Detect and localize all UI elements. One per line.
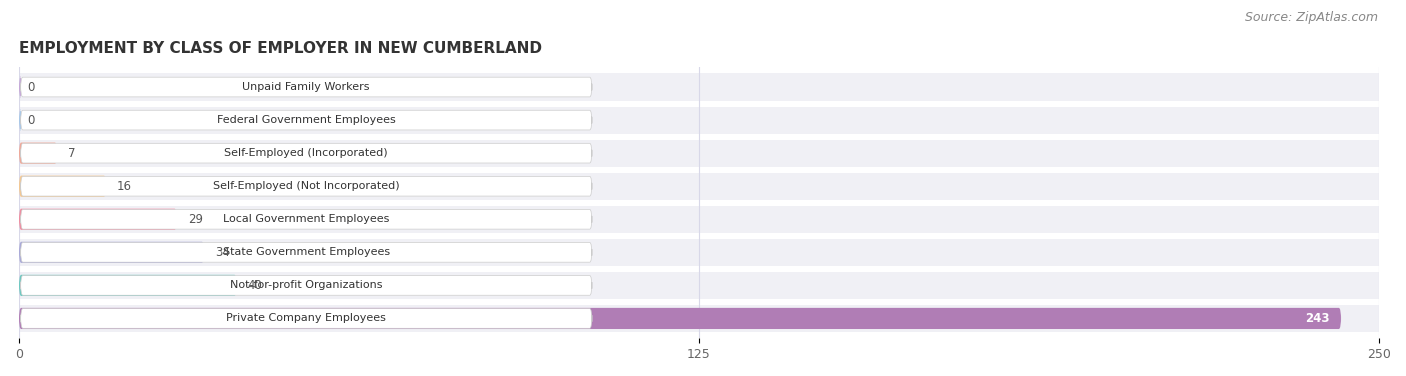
- Text: Self-Employed (Incorporated): Self-Employed (Incorporated): [225, 148, 388, 158]
- Bar: [20, 73, 1379, 101]
- Bar: [20, 305, 1379, 332]
- Text: Self-Employed (Not Incorporated): Self-Employed (Not Incorporated): [212, 181, 399, 191]
- FancyBboxPatch shape: [18, 143, 58, 164]
- Bar: [20, 139, 1379, 167]
- Text: 0: 0: [27, 114, 35, 127]
- FancyBboxPatch shape: [18, 76, 21, 98]
- FancyBboxPatch shape: [18, 308, 1341, 329]
- Text: 16: 16: [117, 180, 132, 193]
- Text: State Government Employees: State Government Employees: [222, 247, 389, 257]
- FancyBboxPatch shape: [21, 309, 592, 328]
- Text: 7: 7: [67, 147, 76, 160]
- FancyBboxPatch shape: [18, 109, 21, 131]
- FancyBboxPatch shape: [21, 143, 592, 163]
- Bar: [20, 272, 1379, 299]
- FancyBboxPatch shape: [21, 243, 592, 262]
- Text: 0: 0: [27, 80, 35, 94]
- Text: Not-for-profit Organizations: Not-for-profit Organizations: [231, 280, 382, 290]
- Text: 29: 29: [187, 213, 202, 226]
- Text: 40: 40: [247, 279, 263, 292]
- Text: 243: 243: [1306, 312, 1330, 325]
- FancyBboxPatch shape: [21, 110, 592, 130]
- FancyBboxPatch shape: [18, 176, 105, 197]
- Text: EMPLOYMENT BY CLASS OF EMPLOYER IN NEW CUMBERLAND: EMPLOYMENT BY CLASS OF EMPLOYER IN NEW C…: [20, 41, 541, 56]
- Bar: [20, 106, 1379, 133]
- Bar: [20, 173, 1379, 200]
- Text: Unpaid Family Workers: Unpaid Family Workers: [242, 82, 370, 92]
- FancyBboxPatch shape: [21, 276, 592, 295]
- Text: Private Company Employees: Private Company Employees: [226, 314, 387, 323]
- Bar: [20, 239, 1379, 266]
- FancyBboxPatch shape: [18, 242, 204, 263]
- FancyBboxPatch shape: [21, 209, 592, 229]
- Text: Federal Government Employees: Federal Government Employees: [217, 115, 395, 125]
- Bar: [20, 206, 1379, 233]
- FancyBboxPatch shape: [21, 176, 592, 196]
- FancyBboxPatch shape: [21, 77, 592, 97]
- Text: 34: 34: [215, 246, 229, 259]
- FancyBboxPatch shape: [18, 275, 236, 296]
- Text: Source: ZipAtlas.com: Source: ZipAtlas.com: [1244, 11, 1378, 24]
- FancyBboxPatch shape: [18, 209, 177, 230]
- Text: Local Government Employees: Local Government Employees: [224, 214, 389, 224]
